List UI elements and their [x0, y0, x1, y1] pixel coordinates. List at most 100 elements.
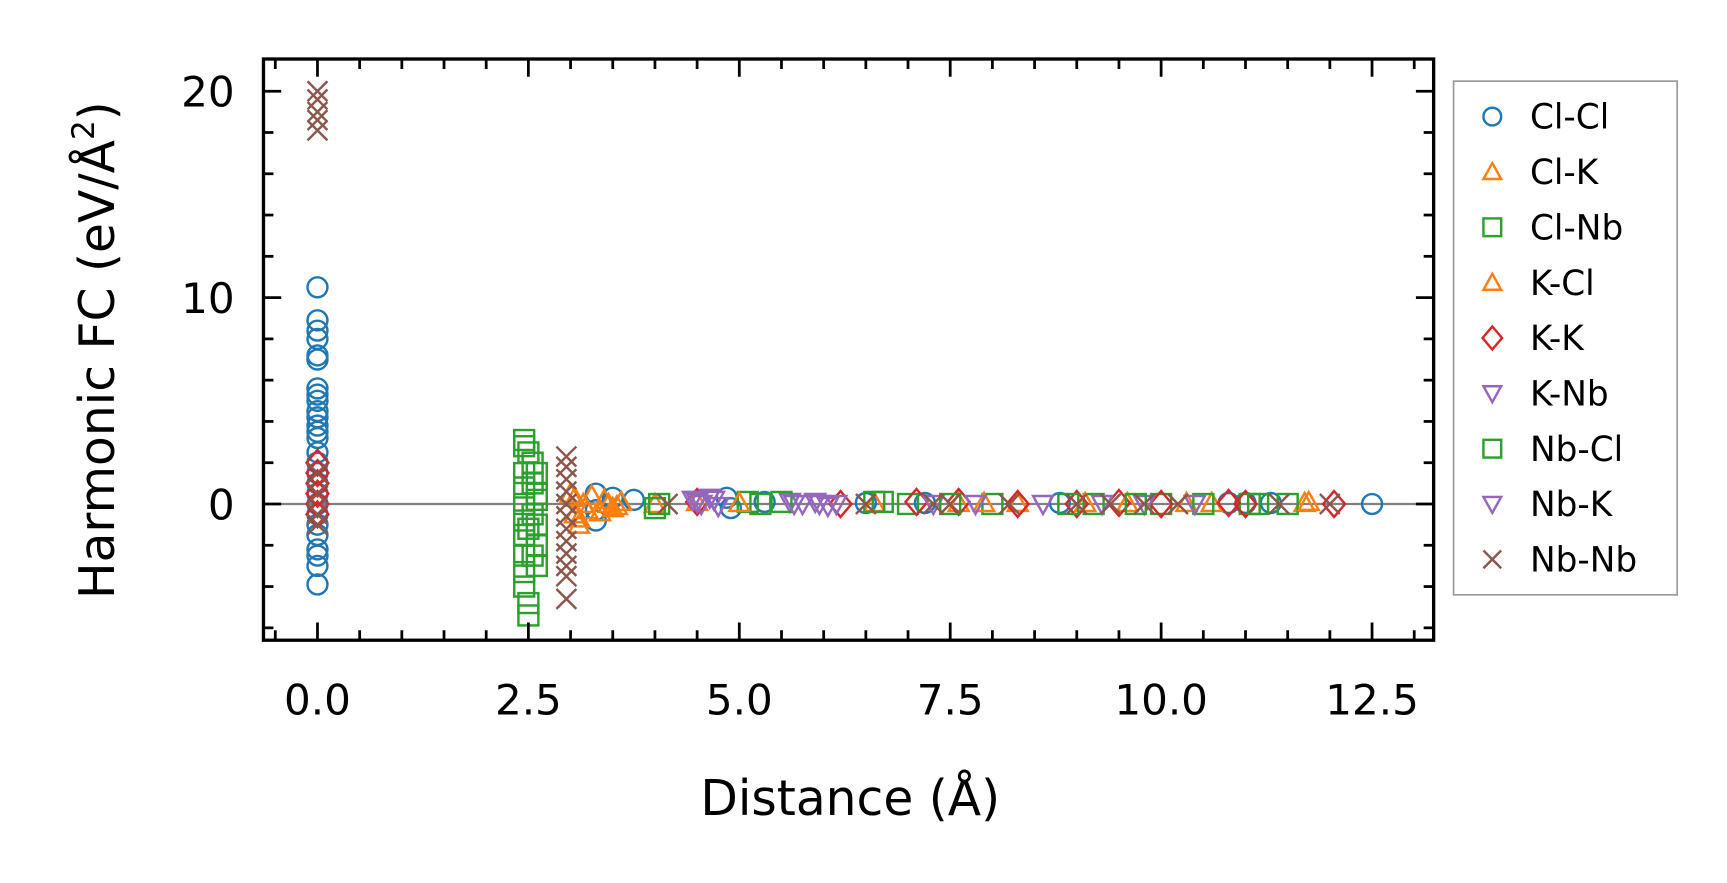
legend-item-nb-cl: Nb-Cl — [1482, 430, 1623, 470]
data-point — [304, 447, 331, 478]
data-point — [855, 493, 877, 515]
data-point — [753, 490, 776, 514]
data-point — [579, 483, 604, 505]
data-point — [1099, 493, 1122, 515]
data-points — [304, 80, 1384, 627]
data-point — [824, 494, 849, 517]
data-point — [782, 494, 807, 517]
legend-marker-icon — [1482, 106, 1503, 127]
legend-item-k-cl: K-Cl — [1481, 264, 1595, 304]
x-tick-label: 2.5 — [495, 675, 562, 724]
data-point — [306, 276, 329, 299]
data-point — [306, 538, 329, 561]
data-point — [680, 490, 705, 513]
data-point — [306, 573, 329, 596]
legend-item-cl-nb: Cl-Nb — [1482, 208, 1623, 248]
data-point — [306, 377, 329, 400]
x-axis-label: Distance (Å) — [700, 770, 1000, 827]
legend-marker-icon — [1482, 217, 1503, 238]
data-point — [1182, 494, 1207, 517]
data-point — [306, 462, 329, 484]
data-point — [306, 80, 329, 103]
y-tick-label: 0 — [208, 480, 235, 529]
data-point — [609, 489, 634, 512]
legend-label: Nb-K — [1530, 485, 1614, 525]
data-point — [689, 494, 714, 517]
data-point — [306, 482, 329, 505]
data-point — [306, 554, 329, 578]
data-point — [306, 101, 329, 123]
data-point — [604, 493, 630, 516]
data-point — [1005, 489, 1031, 519]
data-point — [517, 591, 540, 615]
data-point — [998, 493, 1021, 515]
data-point — [304, 478, 331, 509]
legend-marker-icon — [1481, 495, 1504, 516]
legend-marker-icon — [1481, 160, 1504, 181]
data-point — [306, 109, 329, 131]
data-point — [304, 458, 331, 488]
y-tick-label: 20 — [181, 68, 235, 117]
data-point — [306, 348, 329, 371]
data-point — [306, 119, 329, 142]
data-point — [525, 488, 549, 512]
x-tick-label: 0.0 — [284, 675, 351, 724]
y-axis-label-main: Harmonic FC (eV/Å — [69, 140, 126, 599]
data-point — [1199, 490, 1224, 513]
data-point — [1319, 493, 1341, 515]
data-point — [306, 503, 329, 526]
data-point — [306, 414, 329, 437]
data-point — [922, 493, 945, 515]
data-point — [1216, 488, 1242, 518]
data-point — [971, 490, 996, 513]
data-point — [555, 565, 578, 588]
legend-label: K-Nb — [1530, 375, 1609, 415]
legend-label: K-Cl — [1530, 264, 1595, 304]
x-tick-label: 7.5 — [917, 675, 984, 724]
data-point — [1030, 494, 1056, 517]
data-point — [1133, 493, 1156, 515]
data-point — [896, 492, 920, 516]
data-point — [656, 493, 679, 515]
data-point — [600, 495, 625, 518]
data-point — [306, 319, 329, 342]
legend-item-k-k: K-K — [1480, 319, 1585, 359]
legend-item-cl-cl: Cl-Cl — [1482, 98, 1609, 138]
data-point — [1082, 492, 1105, 516]
data-point — [777, 492, 802, 515]
data-point — [939, 492, 962, 516]
data-point — [1296, 489, 1321, 512]
data-point — [512, 560, 536, 584]
data-point — [555, 588, 578, 610]
y-tick-label: 10 — [181, 274, 235, 323]
data-point — [521, 544, 544, 567]
data-point — [921, 494, 946, 517]
legend-label: Cl-K — [1530, 153, 1600, 193]
y-axis-label-sup: 2 — [66, 120, 102, 140]
data-point — [306, 383, 329, 406]
legend-item-k-nb: K-Nb — [1481, 375, 1609, 415]
data-point — [512, 435, 536, 458]
y-axis-label-close: ) — [70, 101, 126, 120]
legend-marker-icon — [1480, 324, 1504, 352]
data-point — [770, 490, 793, 514]
data-point — [685, 492, 710, 515]
data-point — [1167, 493, 1189, 515]
data-point — [512, 575, 536, 598]
data-point — [566, 505, 592, 528]
x-tick-label: 5.0 — [706, 675, 773, 724]
legend-marker-icon — [1482, 438, 1503, 459]
x-tick-label: 12.5 — [1325, 675, 1419, 724]
data-point — [1360, 492, 1384, 516]
data-point — [701, 490, 727, 513]
legend-marker-icon — [1482, 549, 1503, 570]
legend-item-nb-k: Nb-K — [1481, 485, 1614, 525]
data-point — [963, 494, 988, 517]
legend-label: Cl-Nb — [1530, 208, 1623, 248]
data-point — [575, 497, 600, 520]
data-point — [1148, 489, 1174, 519]
data-point — [727, 490, 752, 513]
data-point — [306, 309, 329, 332]
data-point — [306, 513, 329, 536]
